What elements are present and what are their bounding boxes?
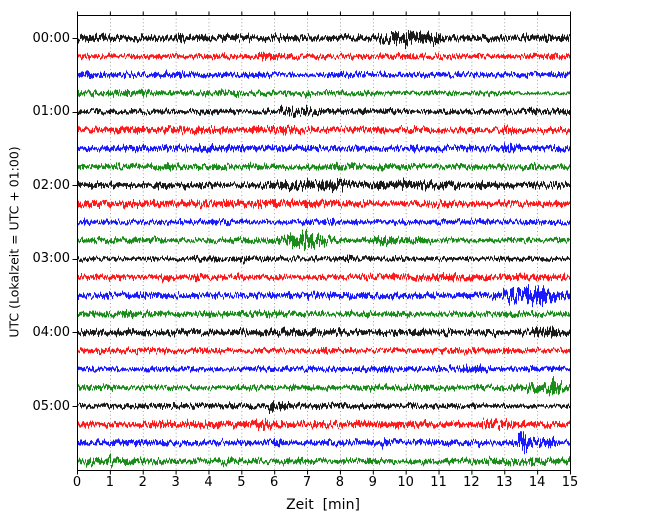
x-tick-label: 5 [237, 475, 246, 490]
x-tick-label: 0 [72, 475, 82, 490]
y-tick-label: 05:00 [32, 398, 70, 414]
x-tick-label: 4 [204, 475, 213, 490]
x-tick-label: 3 [171, 475, 180, 490]
y-tick-label: 03:00 [32, 251, 70, 267]
x-tick-label: 14 [528, 475, 546, 490]
x-tick-label: 10 [397, 475, 414, 490]
x-tick-label: 6 [270, 475, 279, 490]
x-tick-label: 15 [561, 475, 579, 490]
x-tick-label: 8 [335, 475, 345, 490]
y-tick-label: 00:00 [32, 30, 70, 46]
y-tick-label: 04:00 [32, 324, 70, 340]
y-axis-label: UTC (Lokalzeit = UTC + 01:00) [6, 146, 22, 338]
y-tick-label: 01:00 [32, 104, 70, 120]
x-tick-label: 9 [368, 475, 377, 490]
x-tick-label: 11 [430, 475, 447, 490]
x-tick-label: 1 [105, 475, 114, 490]
x-axis-label: Zeit [min] [286, 497, 360, 513]
y-tick-label: 02:00 [32, 177, 70, 193]
x-tick-label: 12 [463, 475, 480, 490]
x-tick-label: 7 [302, 475, 312, 490]
x-tick-label: 2 [138, 475, 147, 490]
x-tick-label: 13 [495, 475, 513, 490]
